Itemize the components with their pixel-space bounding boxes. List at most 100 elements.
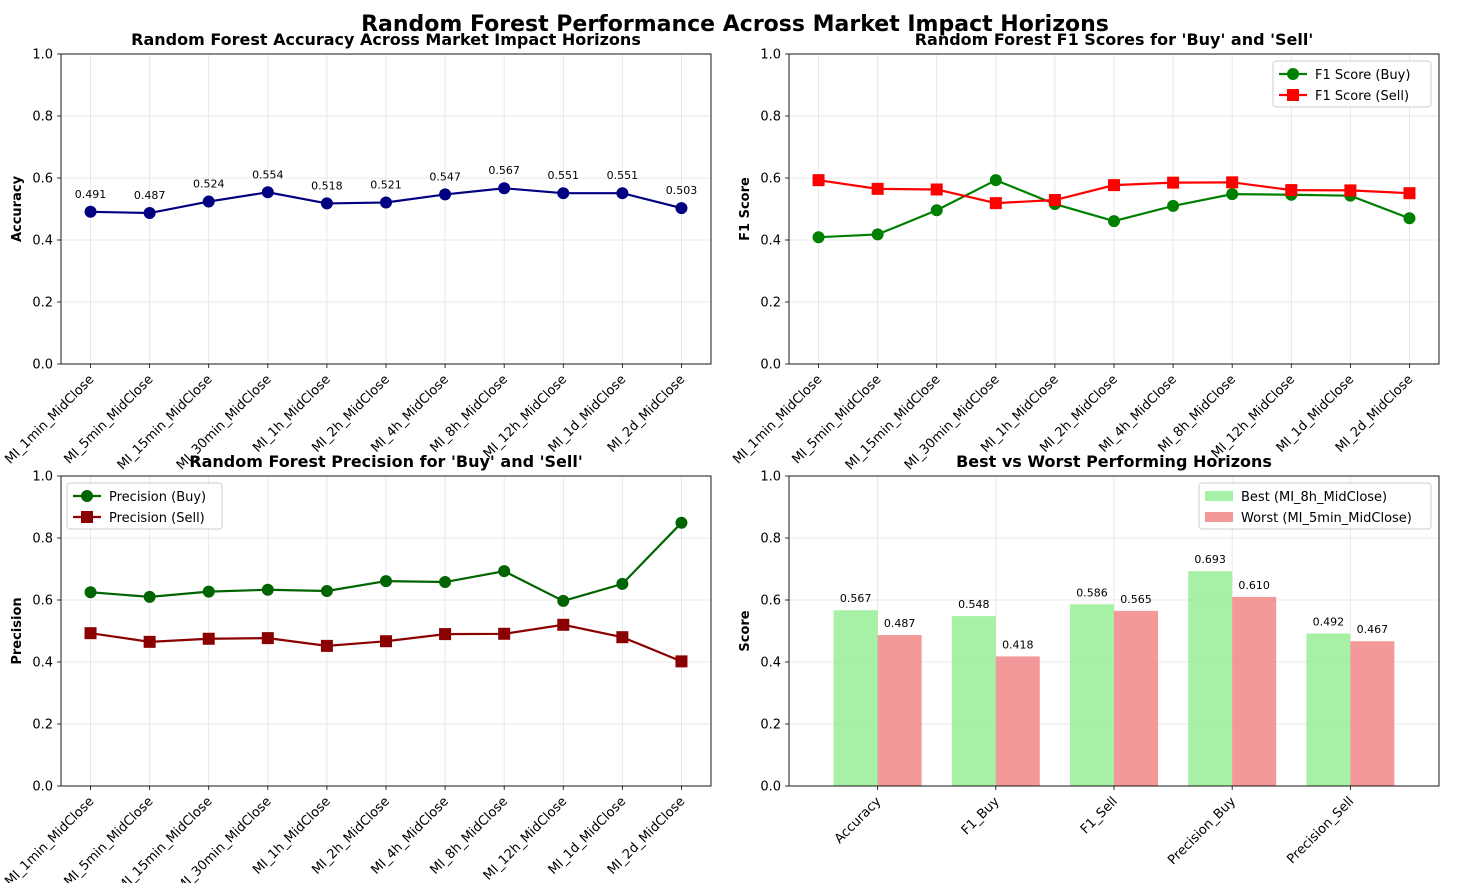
data-point — [812, 174, 825, 187]
data-point — [1167, 199, 1180, 212]
bar-value-label: 0.487 — [884, 617, 916, 630]
data-point — [84, 627, 97, 640]
data-point — [84, 586, 97, 599]
y-tick-label: 0.8 — [32, 110, 53, 125]
y-axis-label: Accuracy — [10, 175, 25, 242]
data-label: 0.503 — [666, 184, 698, 197]
bar-worst — [1114, 610, 1158, 786]
legend-label: Worst (MI_5min_MidClose) — [1241, 511, 1412, 526]
data-point — [930, 204, 943, 217]
data-point — [989, 197, 1002, 210]
legend-swatch — [1205, 512, 1233, 522]
y-tick-label: 0.4 — [32, 656, 53, 671]
y-tick-label: 1.0 — [32, 470, 53, 485]
legend-marker — [81, 490, 93, 502]
x-tick-label: Precision_Buy — [1165, 794, 1239, 868]
data-point — [380, 575, 392, 588]
plot-area-frame — [788, 475, 1440, 787]
bar-best — [833, 610, 878, 786]
y-tick-label: 1.0 — [760, 48, 781, 63]
data-point — [675, 655, 688, 668]
y-axis-label: F1 Score — [738, 177, 753, 241]
y-tick-label: 0.4 — [760, 656, 781, 671]
bar-worst — [995, 656, 1040, 786]
y-tick-label: 1.0 — [32, 48, 53, 63]
y-axis-label: Score — [738, 610, 753, 651]
data-point — [320, 639, 333, 652]
data-point — [1226, 188, 1239, 201]
data-point — [143, 207, 156, 220]
y-tick-label: 0.0 — [760, 780, 781, 795]
bar-value-label: 0.586 — [1076, 586, 1108, 599]
data-label: 0.547 — [429, 170, 461, 183]
data-point — [616, 631, 629, 644]
y-tick-label: 0.2 — [32, 296, 53, 311]
legend-label: Best (MI_8h_MidClose) — [1241, 490, 1387, 505]
data-point — [1048, 194, 1061, 207]
x-tick-label: Accuracy — [832, 794, 885, 847]
data-point — [202, 195, 215, 208]
y-tick-label: 0.6 — [760, 172, 781, 187]
y-tick-label: 0.8 — [32, 532, 53, 547]
chart-panel-2: 0.00.20.40.60.81.0MI_1min_MidCloseMI_5mi… — [730, 30, 1440, 473]
data-label: 0.491 — [75, 188, 107, 201]
y-tick-label: 0.6 — [760, 594, 781, 609]
bar-value-label: 0.693 — [1194, 553, 1226, 566]
legend-label: F1 Score (Buy) — [1315, 68, 1410, 83]
data-point — [261, 583, 274, 596]
legend-marker — [81, 511, 93, 523]
data-point — [143, 635, 156, 648]
y-tick-label: 0.2 — [760, 296, 781, 311]
x-tick-label: F1_Buy — [959, 794, 1003, 838]
bar-worst — [1350, 641, 1395, 786]
data-point — [143, 590, 156, 603]
bar-best — [1188, 571, 1233, 786]
bar-value-label: 0.610 — [1238, 579, 1270, 592]
legend-swatch — [1205, 491, 1233, 501]
bar-best — [1306, 633, 1351, 786]
data-point — [320, 197, 333, 210]
y-tick-label: 0.6 — [32, 172, 53, 187]
data-point — [675, 202, 688, 215]
data-point — [1108, 215, 1120, 228]
data-label: 0.551 — [607, 169, 639, 182]
data-point — [439, 188, 452, 201]
data-point — [1167, 176, 1180, 189]
data-point — [84, 205, 97, 218]
data-label: 0.567 — [488, 164, 520, 177]
legend-box — [1198, 482, 1432, 530]
y-tick-label: 0.6 — [32, 594, 53, 609]
data-point — [1403, 187, 1416, 200]
y-tick-label: 0.8 — [760, 532, 781, 547]
chart-panel-1: 0.00.20.40.60.81.0MI_1min_MidCloseMI_5mi… — [2, 30, 712, 473]
legend: F1 Score (Buy) F1 Score (Sell) — [1272, 60, 1432, 108]
data-point — [202, 585, 215, 598]
data-label: 0.521 — [370, 178, 402, 191]
bar-best — [951, 616, 996, 786]
legend-label: Precision (Buy) — [109, 490, 206, 505]
legend: Best (MI_8h_MidClose) Worst (MI_5min_MidC… — [1198, 482, 1432, 530]
data-point — [930, 183, 943, 196]
data-point — [202, 632, 215, 645]
bar-worst — [877, 635, 922, 786]
legend-marker — [1287, 89, 1299, 101]
y-tick-label: 1.0 — [760, 470, 781, 485]
data-label: 0.518 — [311, 179, 343, 192]
y-axis-label: Precision — [10, 597, 25, 664]
data-point — [675, 516, 688, 529]
chart-title: Random Forest Accuracy Across Market Imp… — [131, 30, 641, 49]
y-tick-label: 0.8 — [760, 110, 781, 125]
figure-title: Random Forest Performance Across Market … — [361, 12, 1109, 37]
y-tick-label: 0.0 — [32, 358, 53, 373]
data-point — [1344, 184, 1357, 197]
data-point — [1403, 212, 1416, 225]
plot-area-frame — [60, 53, 712, 365]
legend-marker — [1287, 68, 1299, 80]
y-tick-label: 0.0 — [760, 358, 781, 373]
x-tick-label: F1_Sell — [1078, 794, 1121, 837]
bar-value-label: 0.548 — [958, 598, 990, 611]
data-point — [616, 187, 629, 200]
data-point — [1108, 179, 1120, 192]
data-point — [261, 632, 274, 645]
bar-value-label: 0.467 — [1357, 623, 1389, 636]
